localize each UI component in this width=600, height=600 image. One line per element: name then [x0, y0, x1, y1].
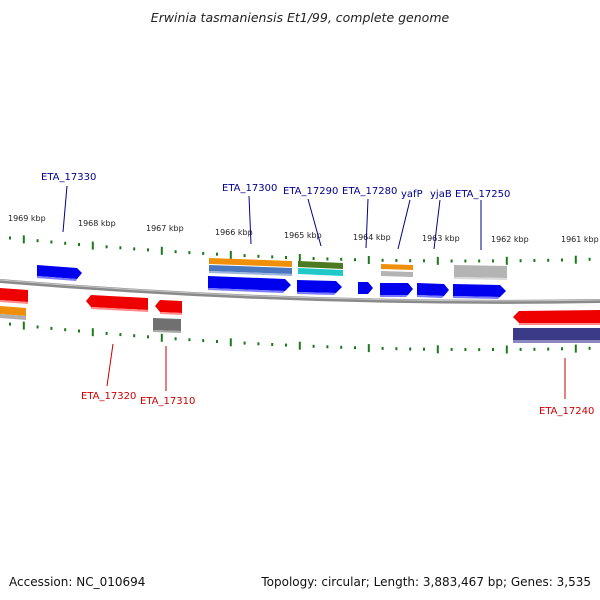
scale-ticks-bottom: [9, 321, 591, 354]
gene-eta-17330[interactable]: [37, 265, 82, 279]
label-yjab[interactable]: yjaB: [430, 189, 452, 200]
genome-stats-text: Topology: circular; Length: 3,883,467 bp…: [261, 575, 591, 589]
scale-label-1969: 1969 kbp: [8, 214, 46, 223]
feature-gray-yafp[interactable]: [381, 271, 413, 277]
label-yafp[interactable]: yafP: [401, 189, 423, 200]
label-eta-17240[interactable]: ETA_17240: [539, 406, 594, 417]
label-eta-17250[interactable]: ETA_17250: [455, 189, 510, 200]
label-leader-lines: [62, 185, 566, 399]
feature-darkgray-17310[interactable]: [153, 318, 181, 331]
feature-orange-left-edge[interactable]: [0, 306, 26, 316]
scale-label-1965: 1965 kbp: [284, 231, 322, 240]
feature-navy-17240[interactable]: [513, 328, 600, 340]
gene-yafp[interactable]: [380, 283, 413, 295]
scale-label-1967: 1967 kbp: [146, 224, 184, 233]
scale-label-1966: 1966 kbp: [215, 228, 253, 237]
feature-orange-17300[interactable]: [209, 258, 292, 267]
gene-eta-17280[interactable]: [358, 282, 373, 294]
scale-label-1962: 1962 kbp: [491, 235, 529, 244]
gene-eta-17250[interactable]: [453, 284, 506, 297]
gene-labels: ETA_17330 ETA_17300 ETA_17290 ETA_17280 …: [41, 172, 594, 417]
gene-eta-17310[interactable]: [155, 300, 182, 313]
scale-label-1968: 1968 kbp: [78, 219, 116, 228]
feature-red-left-edge[interactable]: [0, 288, 28, 302]
gene-yjab[interactable]: [417, 283, 449, 296]
scale-label-1961: 1961 kbp: [561, 235, 599, 244]
feature-cyan-17290[interactable]: [298, 268, 343, 276]
label-eta-17280[interactable]: ETA_17280: [342, 186, 397, 197]
scale-ticks-top: [9, 235, 591, 265]
genome-title: Erwinia tasmaniensis Et1/99, complete ge…: [150, 10, 450, 25]
label-eta-17320[interactable]: ETA_17320: [81, 391, 136, 402]
label-eta-17290[interactable]: ETA_17290: [283, 186, 338, 197]
gene-eta-17290[interactable]: [297, 280, 342, 293]
forward-strand-features: [37, 258, 507, 299]
feature-orange-yafp[interactable]: [381, 264, 413, 270]
gene-eta-17320[interactable]: [86, 295, 148, 310]
feature-gray-17250[interactable]: [454, 265, 507, 278]
genome-backbone: [0, 279, 600, 304]
gene-eta-17240[interactable]: [513, 310, 600, 323]
scale-label-1964: 1964 kbp: [353, 233, 391, 242]
accession-text: Accession: NC_010694: [9, 575, 146, 589]
feature-olive-17290[interactable]: [298, 261, 343, 269]
label-eta-17310[interactable]: ETA_17310: [140, 396, 195, 407]
scale-labels: 1969 kbp 1968 kbp 1967 kbp 1966 kbp 1965…: [8, 214, 599, 244]
reverse-strand-features: [0, 288, 600, 343]
scale-label-1963: 1963 kbp: [422, 234, 460, 243]
gene-eta-17300[interactable]: [208, 276, 291, 291]
label-eta-17330[interactable]: ETA_17330: [41, 172, 96, 183]
label-eta-17300[interactable]: ETA_17300: [222, 183, 277, 194]
